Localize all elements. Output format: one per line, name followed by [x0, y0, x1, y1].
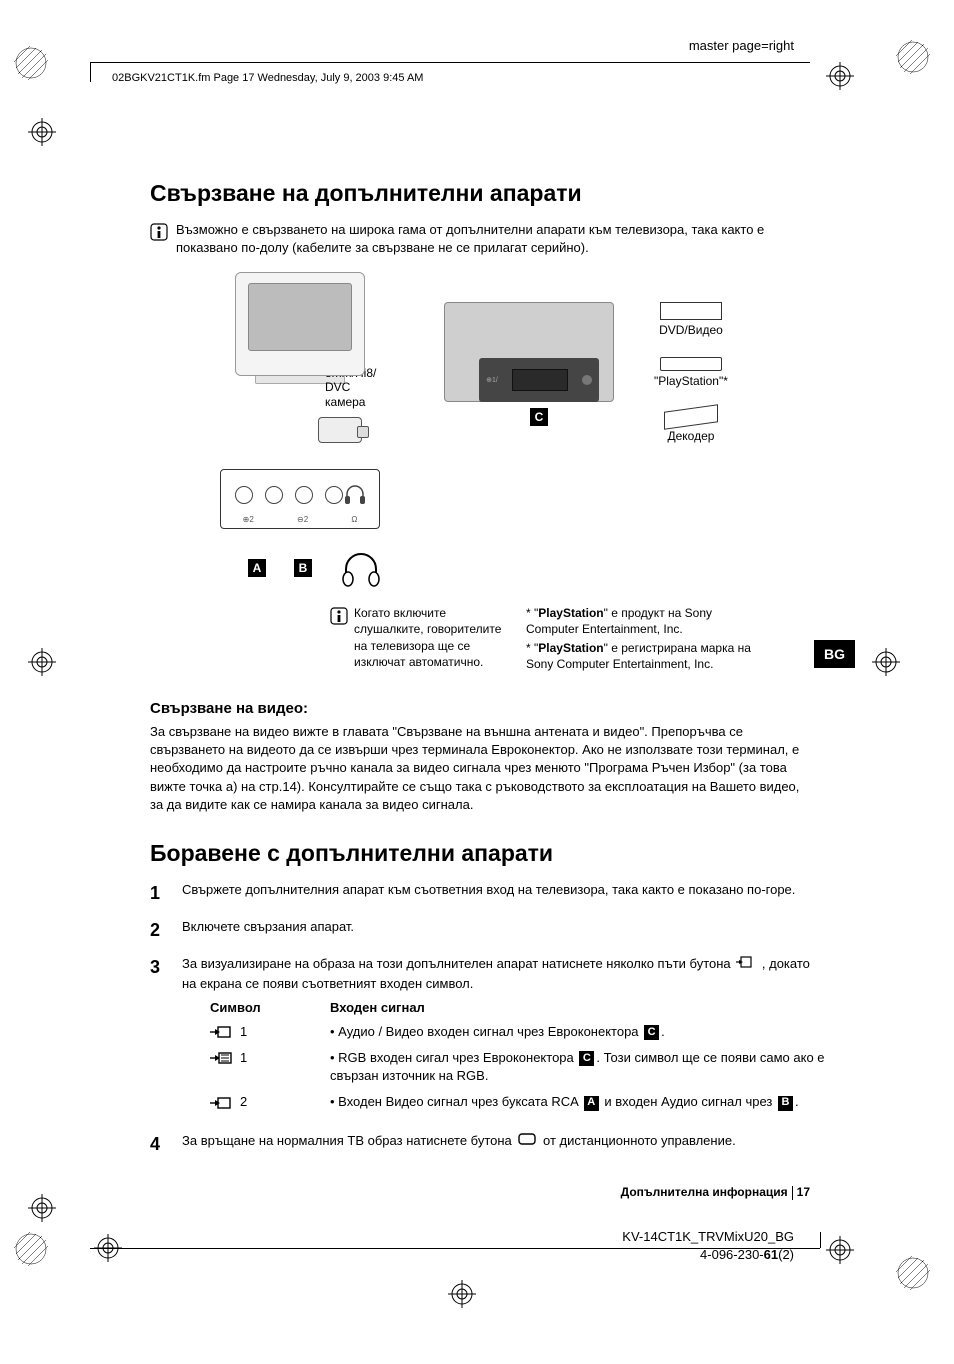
table-row-3: 2 • Входен Видео сигнал чрез буксата RCA…: [210, 1093, 838, 1111]
master-page-label: master page=right: [689, 38, 794, 53]
headphone-jack-icon: [343, 482, 367, 506]
heading-video: Свързване на видео:: [150, 700, 810, 717]
heading-connect: Свързване на допълнителни апарати: [150, 180, 810, 207]
hatch-circle-tl: [14, 46, 48, 83]
table-row-2: 1 • RGB входен сигал чрез Евроконектора …: [210, 1049, 838, 1085]
dvd-label: DVD/Видео: [659, 323, 723, 337]
step-2: Включете свързания апарат.: [150, 918, 810, 943]
signal-table: Символ Входен сигнал 1 • Аудио / Видео в…: [210, 999, 838, 1112]
table-head-symbol: Символ: [210, 999, 290, 1017]
frame-line-top: [90, 62, 810, 63]
headphones-icon: [340, 547, 382, 589]
reg-mark-br: [826, 1236, 854, 1264]
intro-text: Възможно е свързването на широка гама от…: [176, 221, 810, 256]
headphones-note: Когато включите слушалките, говорителите…: [354, 605, 510, 674]
connection-diagrams: 8mm/Hi8/ DVC камера ⊕2 ⊖2 Ω A B: [180, 272, 810, 589]
input-source-icon: [736, 955, 756, 974]
notes-row: Когато включите слушалките, говорителите…: [330, 605, 810, 674]
av1-icon: [210, 1024, 238, 1040]
reg-mark-ml: [28, 648, 56, 676]
header-line: 02BGKV21CT1K.fm Page 17 Wednesday, July …: [112, 72, 423, 84]
hatch-circle-bl: [14, 1232, 48, 1269]
av2-icon: [210, 1095, 238, 1111]
tv-front-icon: [235, 272, 365, 376]
info-icon: [150, 223, 168, 244]
ps-note-1: * "PlayStation" е продукт на Sony Comput…: [526, 605, 756, 637]
camera-icon: [318, 417, 362, 443]
step-3: За визуализиране на образа на този допъл…: [150, 955, 810, 1119]
jack-panel-icon: ⊕2 ⊖2 Ω: [220, 469, 380, 529]
hatch-circle-tr: [896, 40, 930, 77]
language-tab: BG: [814, 640, 855, 668]
playstation-label: "PlayStation"*: [654, 374, 728, 388]
steps-list: Свържете допълнителния апарат към съотве…: [150, 881, 810, 1157]
video-paragraph: За свързване на видео вижте в главата "С…: [150, 723, 810, 814]
reg-mark-tl: [28, 118, 56, 146]
rgb1-icon: [210, 1050, 238, 1066]
device-list: DVD/Видео "PlayStation"* Декодер: [654, 302, 728, 443]
reg-mark-tr: [826, 62, 854, 90]
decoder-label: Декодер: [667, 429, 714, 443]
intro-row: Възможно е свързването на широка гама от…: [150, 221, 810, 256]
tv-button-icon: [517, 1132, 537, 1151]
step-4: За връщане на нормалния ТВ образ натисне…: [150, 1132, 810, 1157]
frame-line-top-l: [90, 62, 91, 82]
frame-line-bottom-r: [820, 1232, 821, 1248]
playstation-icon: [660, 357, 722, 371]
decoder-icon: [664, 404, 718, 430]
reg-mark-mr: [872, 648, 900, 676]
hatch-circle-br: [896, 1256, 930, 1293]
page-content: Свързване на допълнителни апарати Възмож…: [150, 180, 810, 1200]
label-c: C: [530, 408, 548, 426]
heading-operate: Боравене с допълнителни апарати: [150, 840, 810, 867]
table-row-1: 1 • Аудио / Видео входен сигнал чрез Евр…: [210, 1023, 838, 1041]
footer-meta: KV-14CT1K_TRVMixU20_BG 4-096-230-61(2): [622, 1228, 794, 1264]
ab-row: A B: [248, 547, 382, 589]
ps-note-2: * "PlayStation" е регистрирана марка на …: [526, 640, 756, 672]
scart-panel-icon: ⊕1/: [479, 358, 599, 402]
info-icon-2: [330, 607, 348, 674]
section-footer: Допълнителна инфорнация17: [150, 1185, 810, 1200]
label-b: B: [294, 559, 312, 577]
reg-mark-bc: [448, 1280, 476, 1308]
reg-mark-bl: [28, 1194, 56, 1222]
dvd-icon: [660, 302, 722, 320]
step-1: Свържете допълнителния апарат към съотве…: [150, 881, 810, 906]
label-a: A: [248, 559, 266, 577]
table-head-signal: Входен сигнал: [330, 999, 425, 1017]
